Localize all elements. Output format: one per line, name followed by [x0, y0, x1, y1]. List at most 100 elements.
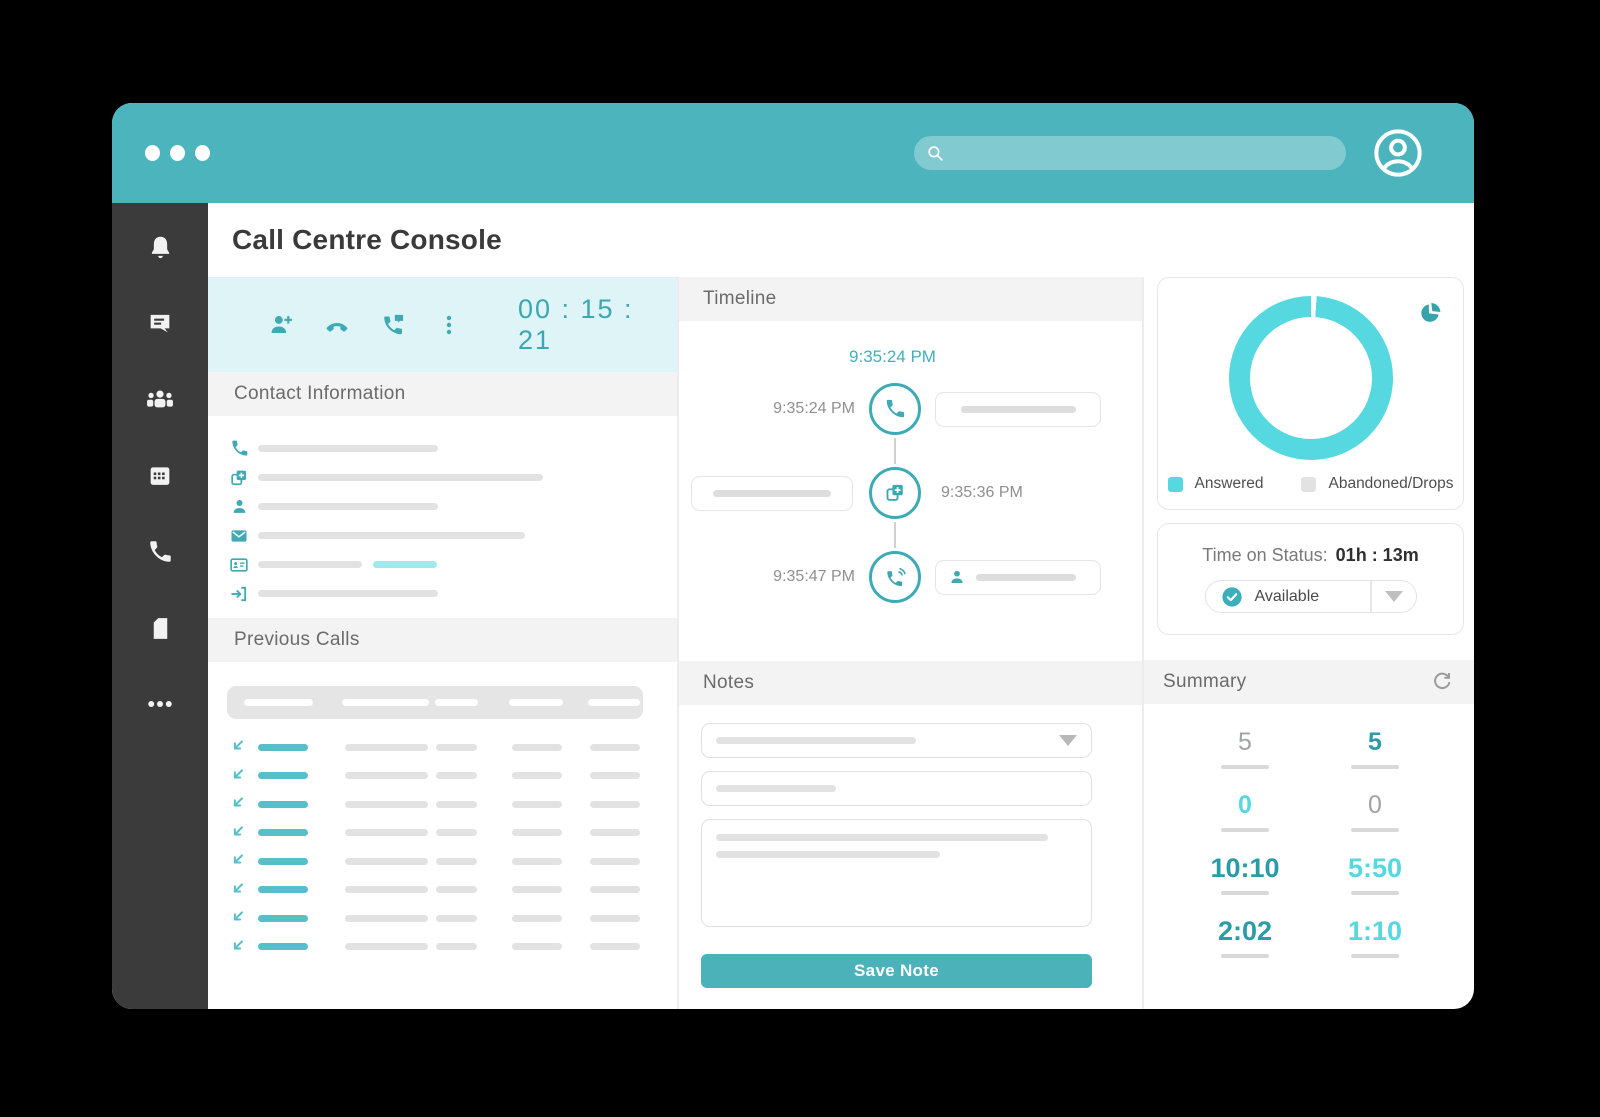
placeholder-line [512, 829, 562, 837]
placeholder-line [258, 857, 308, 865]
summary-stat: 5 [1180, 728, 1310, 791]
previous-call-row[interactable] [208, 819, 677, 848]
summary-stat: 5 [1310, 728, 1440, 791]
search-bar[interactable] [914, 136, 1346, 170]
placeholder-line [436, 857, 477, 865]
section-title: Summary [1163, 671, 1247, 692]
summary-stat: 1:10 [1310, 917, 1440, 980]
call-message-button[interactable] [380, 312, 406, 338]
placeholder-line [590, 743, 640, 751]
sidebar-item-more[interactable] [145, 689, 175, 719]
time-on-status-label: Time on Status: [1202, 545, 1328, 565]
incoming-call-icon [233, 826, 243, 836]
placeholder-line [436, 943, 477, 951]
phone-icon [231, 440, 247, 456]
incoming-call-icon [233, 883, 243, 893]
more-options-button[interactable] [436, 312, 462, 338]
placeholder-line [345, 857, 428, 865]
sidebar-item-messages[interactable] [146, 309, 174, 339]
sidebar-item-documents[interactable] [147, 613, 174, 643]
timeline-events: 9:35:24 PM 9:35:36 PM [679, 383, 1142, 603]
person-add-icon [271, 316, 293, 334]
placeholder-line [590, 829, 640, 837]
event-card [935, 559, 1101, 595]
phone-ring-event-icon [869, 551, 921, 603]
refresh-icon[interactable] [1430, 670, 1454, 694]
document-icon [153, 617, 167, 639]
placeholder-line [590, 914, 640, 922]
section-title: Previous Calls [234, 629, 360, 650]
column-header-placeholder [244, 699, 313, 706]
previous-call-row[interactable] [208, 876, 677, 905]
calls-donut-card: Answered Abandoned/Drops [1157, 277, 1464, 510]
legend-swatch [1301, 476, 1317, 492]
placeholder-line [345, 743, 428, 751]
note-subject-input[interactable] [701, 771, 1092, 806]
section-title: Timeline [703, 288, 777, 309]
call-timer: 00 : 15 : 21 [517, 293, 634, 355]
placeholder-line [960, 405, 1076, 413]
timeline-connector [894, 438, 896, 464]
column-header-placeholder [588, 699, 640, 706]
user-avatar-icon[interactable] [1372, 127, 1424, 179]
pie-chart-icon [1421, 303, 1441, 322]
hangup-icon [326, 322, 348, 332]
timeline-event: 9:35:24 PM [679, 383, 1142, 435]
placeholder-line [512, 772, 562, 780]
contact-field-account [228, 463, 677, 492]
summary-grid: 5 5 0 0 10:10 5:50 2:02 1:10 [1144, 704, 1474, 980]
event-card [935, 391, 1101, 427]
event-time: 9:35:47 PM [773, 568, 855, 585]
contact-field-name [228, 492, 677, 521]
incoming-call-icon [233, 740, 243, 750]
contact-field-id-card [228, 550, 677, 579]
incoming-call-icon [233, 769, 243, 779]
placeholder-line [512, 943, 562, 951]
contact-field-extension [228, 579, 677, 608]
call-panel: 00 : 15 : 21 Contact Information [208, 277, 677, 1009]
previous-call-row[interactable] [208, 733, 677, 762]
chevron-down-icon [1059, 735, 1077, 746]
timeline-panel: Timeline 9:35:24 PM 9:35:24 PM [677, 277, 1144, 1009]
notes-header: Notes [679, 661, 1142, 705]
column-header-placeholder [435, 699, 478, 706]
placeholder-line [590, 772, 640, 780]
add-caller-button[interactable] [268, 312, 294, 338]
end-call-button[interactable] [324, 312, 350, 338]
summary-stat: 5:50 [1310, 854, 1440, 917]
sidebar-item-teams[interactable] [144, 385, 176, 415]
previous-call-row[interactable] [208, 904, 677, 933]
placeholder-line [436, 914, 477, 922]
search-input[interactable] [953, 143, 1334, 163]
note-text-area[interactable] [701, 819, 1092, 927]
stat-underline [1351, 828, 1399, 832]
status-dropdown-toggle[interactable] [1372, 591, 1416, 602]
note-type-dropdown[interactable] [701, 723, 1092, 758]
window-control-dot[interactable] [170, 145, 185, 161]
sidebar-item-calendar[interactable] [146, 461, 174, 491]
stat-underline [1221, 765, 1269, 769]
timeline-event: 9:35:47 PM [679, 551, 1142, 603]
previous-call-row[interactable] [208, 762, 677, 791]
window-controls[interactable] [145, 145, 210, 161]
placeholder-line [345, 886, 428, 894]
previous-call-row[interactable] [208, 790, 677, 819]
stat-underline [1351, 765, 1399, 769]
window-control-dot[interactable] [195, 145, 210, 161]
stat-underline [1221, 954, 1269, 958]
titlebar [112, 103, 1474, 203]
sidebar-item-notifications[interactable] [146, 233, 175, 263]
phone-icon [150, 541, 171, 562]
call-add-icon [231, 470, 247, 485]
save-note-button[interactable]: Save Note [701, 954, 1092, 988]
placeholder-line [512, 914, 562, 922]
summary-stat: 0 [1310, 791, 1440, 854]
app-window: Call Centre Console [112, 103, 1474, 1009]
agent-status-dropdown[interactable]: Available [1204, 580, 1417, 613]
placeholder-line [590, 943, 640, 951]
window-control-dot[interactable] [145, 145, 160, 161]
previous-call-row[interactable] [208, 933, 677, 962]
previous-call-row[interactable] [208, 847, 677, 876]
sidebar-item-calls[interactable] [147, 537, 173, 567]
contact-field-email [228, 521, 677, 550]
